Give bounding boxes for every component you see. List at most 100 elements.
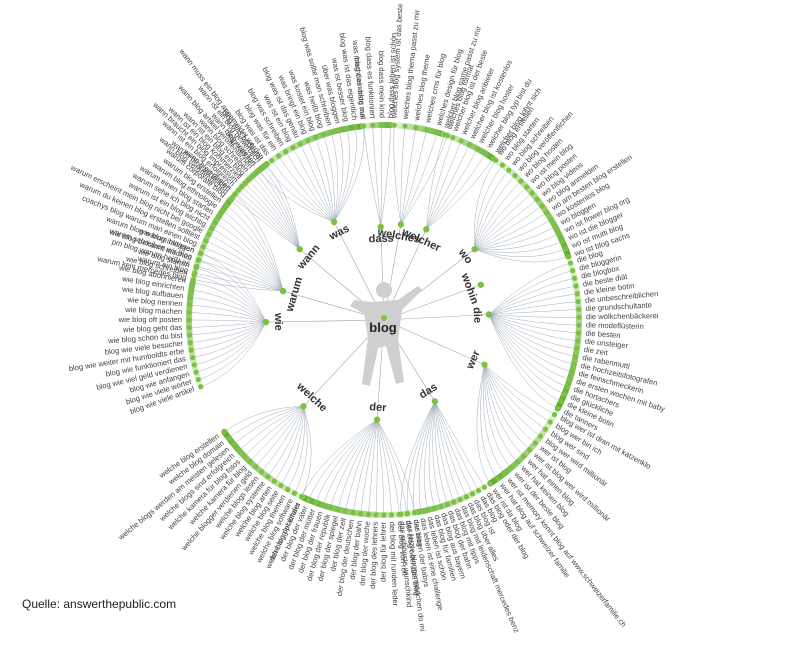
leaf-label[interactable]: wie blog machen: [124, 305, 182, 316]
branch-label-das[interactable]: das: [417, 381, 439, 401]
leaf-dot: [569, 369, 575, 375]
leaf-connector: [255, 406, 304, 467]
leaf-dot: [239, 183, 245, 190]
leaf-dot: [260, 164, 266, 170]
leaf-connector: [480, 364, 498, 479]
leaf-connector: [200, 321, 267, 387]
leaf-connector: [238, 189, 300, 250]
leaf-label[interactable]: die modeflüsterin: [586, 320, 644, 331]
leaf-dot: [576, 322, 582, 328]
leaf-dot: [206, 231, 212, 238]
center-label: blog: [369, 320, 396, 335]
leaf-connector: [244, 182, 300, 250]
leaf-dot: [192, 270, 198, 276]
leaf-connector: [190, 321, 267, 343]
leaf-dot: [413, 125, 419, 131]
branch-label-warum[interactable]: warum: [284, 275, 306, 314]
leaf-label[interactable]: wie blog oft posten: [118, 315, 182, 324]
leaf-connector: [418, 401, 436, 512]
leaf-connector: [360, 419, 378, 514]
leaf-label[interactable]: die grundschultante: [585, 300, 652, 313]
leaf-dot: [373, 512, 379, 518]
leaf-connector: [434, 401, 467, 497]
leaf-label[interactable]: blog dass mein kind: [377, 51, 387, 118]
leaf-label[interactable]: der blog mit runden leder: [388, 522, 400, 607]
branch-label-dass[interactable]: dass: [368, 233, 393, 246]
leaf-connector: [234, 194, 284, 292]
leaf-connector: [372, 125, 381, 228]
leaf-dot: [335, 506, 341, 513]
leaf-dot: [441, 131, 447, 138]
branch-label-wohin[interactable]: wohin: [458, 271, 481, 306]
leaf-dot: [411, 509, 418, 516]
leaf-connector: [434, 401, 485, 488]
leaf-connector: [474, 192, 533, 250]
ring-segment: [360, 122, 394, 130]
leaf-label[interactable]: die wölkchenbäckerei: [586, 311, 659, 321]
leaf-connector: [255, 173, 300, 250]
leaf-dot: [451, 499, 457, 505]
leaf-connector: [488, 314, 579, 326]
leaf-connector: [345, 419, 378, 512]
leaf-dot: [564, 384, 570, 390]
leaf-dot: [526, 447, 533, 453]
leaf-dot: [539, 203, 545, 209]
leaf-label[interactable]: wie blog geht das: [122, 323, 183, 334]
leaf-connector: [484, 364, 524, 457]
leaf-label[interactable]: der blog des lehrers: [368, 521, 380, 589]
leaf-connector: [241, 186, 300, 250]
leaf-label[interactable]: der blog für lehrer: [379, 522, 388, 582]
leaf-connector: [376, 419, 384, 516]
leaf-dot: [195, 376, 201, 383]
branch-label-wie[interactable]: wie: [272, 312, 284, 331]
leaf-dot: [423, 127, 430, 133]
leaf-connector: [262, 167, 300, 250]
leaf-connector: [287, 406, 305, 490]
leaf-dot: [532, 440, 538, 446]
leaf-connector: [194, 321, 267, 366]
leaf-connector: [488, 314, 574, 365]
leaf-connector: [226, 205, 284, 292]
leaf-dot: [198, 384, 204, 390]
leaf-dot: [231, 441, 237, 447]
leaf-connector: [488, 314, 565, 395]
leaf-connector: [400, 129, 427, 225]
branch-label-die[interactable]: die: [471, 307, 484, 324]
leaf-dot: [265, 474, 271, 480]
leaf-dot: [344, 125, 350, 132]
leaf-label[interactable]: der blog von rofl: [396, 521, 409, 576]
leaf-dot: [506, 167, 512, 173]
leaf-dot: [573, 283, 579, 289]
branch-dot: [300, 403, 307, 410]
leaf-dot: [297, 141, 303, 147]
leaf-connector: [248, 179, 300, 250]
leaf-connector: [426, 144, 470, 230]
leaf-dot: [236, 447, 242, 453]
leaf-dot: [434, 129, 440, 135]
leaf-label[interactable]: die besten: [585, 329, 621, 340]
leaf-dot: [283, 149, 289, 155]
branch-label-der[interactable]: der: [369, 401, 388, 414]
leaf-dot: [418, 508, 424, 515]
branch-label-was[interactable]: was: [327, 223, 352, 244]
leaf-dot: [219, 208, 225, 214]
leaf-connector: [434, 401, 461, 500]
leaf-label[interactable]: blog dass leben ist schön: [386, 33, 398, 119]
leaf-dot: [518, 178, 524, 184]
leaf-label[interactable]: der blog: [412, 519, 425, 548]
leaf-connector: [198, 321, 267, 380]
leaf-label[interactable]: wie blog nennen: [126, 295, 183, 308]
leaf-dot: [551, 411, 558, 418]
leaf-dot: [537, 433, 544, 439]
leaf-connector: [488, 314, 577, 349]
leaf-label[interactable]: die zeit: [583, 345, 609, 358]
leaf-connector: [233, 406, 304, 445]
leaf-connector: [330, 419, 378, 508]
branch-label-wer[interactable]: wer: [464, 348, 483, 372]
branch-label-welche[interactable]: welche: [294, 380, 330, 414]
leaf-dot: [521, 453, 527, 459]
center-person-icon: [350, 282, 422, 386]
leaf-dot: [187, 294, 193, 300]
leaf-connector: [267, 406, 304, 477]
